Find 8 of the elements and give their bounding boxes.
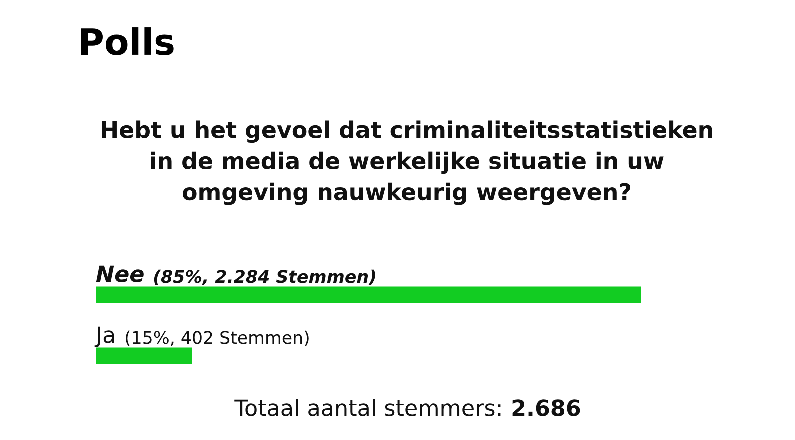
- data-label: (85%, 2.284 Stemmen): [154, 270, 376, 286]
- data-label: (15%, 402 Stemmen): [126, 330, 309, 346]
- text: Totaal aantal stemmers:: [234, 399, 501, 416]
- chart-subtitle: Hebt u het gevoel dat criminaliteitsstatistieken in de media de werkelijke situatie in uw omgeving nauwkeurig weergeven?: [102, 120, 712, 206]
- text: 2.686: [512, 400, 580, 416]
- y-tick-label: Nee: [96, 266, 144, 282]
- y-tick-label: Ja: [94, 326, 114, 348]
- chart-title: Polls: [81, 28, 174, 56]
